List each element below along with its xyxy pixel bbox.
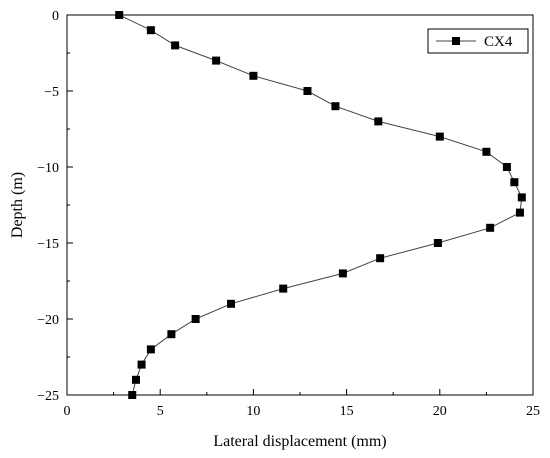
y-axis-ticks: 0 −5 −10 −15 −20 −25 <box>37 9 73 404</box>
legend: CX4 <box>427 28 529 54</box>
data-point <box>502 163 511 171</box>
data-point <box>515 208 524 217</box>
data-point <box>191 315 200 323</box>
data-point <box>486 223 495 232</box>
x-tick-label: 10 <box>246 404 260 419</box>
plot-frame <box>66 14 534 396</box>
y-tick-label: −20 <box>37 313 59 328</box>
data-point <box>171 41 180 50</box>
data-point <box>374 117 383 126</box>
data-point <box>510 178 519 187</box>
plot-area <box>66 14 534 396</box>
data-point <box>249 71 258 80</box>
data-point <box>338 269 347 278</box>
y-tick-label: −25 <box>37 389 59 404</box>
legend-label: CX4 <box>484 34 513 50</box>
data-point <box>227 299 236 308</box>
data-point <box>137 360 146 369</box>
series-layer <box>115 11 526 399</box>
data-point <box>331 102 340 111</box>
data-point <box>279 284 288 293</box>
data-point <box>146 345 155 354</box>
data-point <box>212 56 221 65</box>
data-point <box>482 147 491 156</box>
x-tick-label: 0 <box>64 404 71 419</box>
data-point <box>146 26 155 35</box>
data-point <box>115 11 124 19</box>
y-tick-label: 0 <box>52 9 59 24</box>
y-tick-label: −5 <box>44 85 59 100</box>
data-point <box>131 375 140 384</box>
x-tick-label: 25 <box>526 404 540 419</box>
x-tick-label: 15 <box>340 404 354 419</box>
y-tick-label: −10 <box>37 161 59 176</box>
data-point <box>167 330 176 339</box>
data-point <box>128 391 137 399</box>
data-point <box>376 254 385 263</box>
x-axis-ticks: 0 5 10 15 20 25 <box>64 389 540 419</box>
y-axis-title: Depth (m) <box>9 172 26 238</box>
legend-marker <box>452 37 460 45</box>
data-point <box>303 87 312 95</box>
x-axis-title: Lateral displacement (mm) <box>213 433 386 450</box>
x-tick-label: 20 <box>433 404 447 419</box>
x-tick-label: 5 <box>157 404 164 419</box>
data-point <box>517 193 526 202</box>
y-tick-label: −15 <box>37 237 59 252</box>
data-point <box>433 239 442 247</box>
data-point <box>435 132 444 141</box>
series-line <box>118 14 523 396</box>
